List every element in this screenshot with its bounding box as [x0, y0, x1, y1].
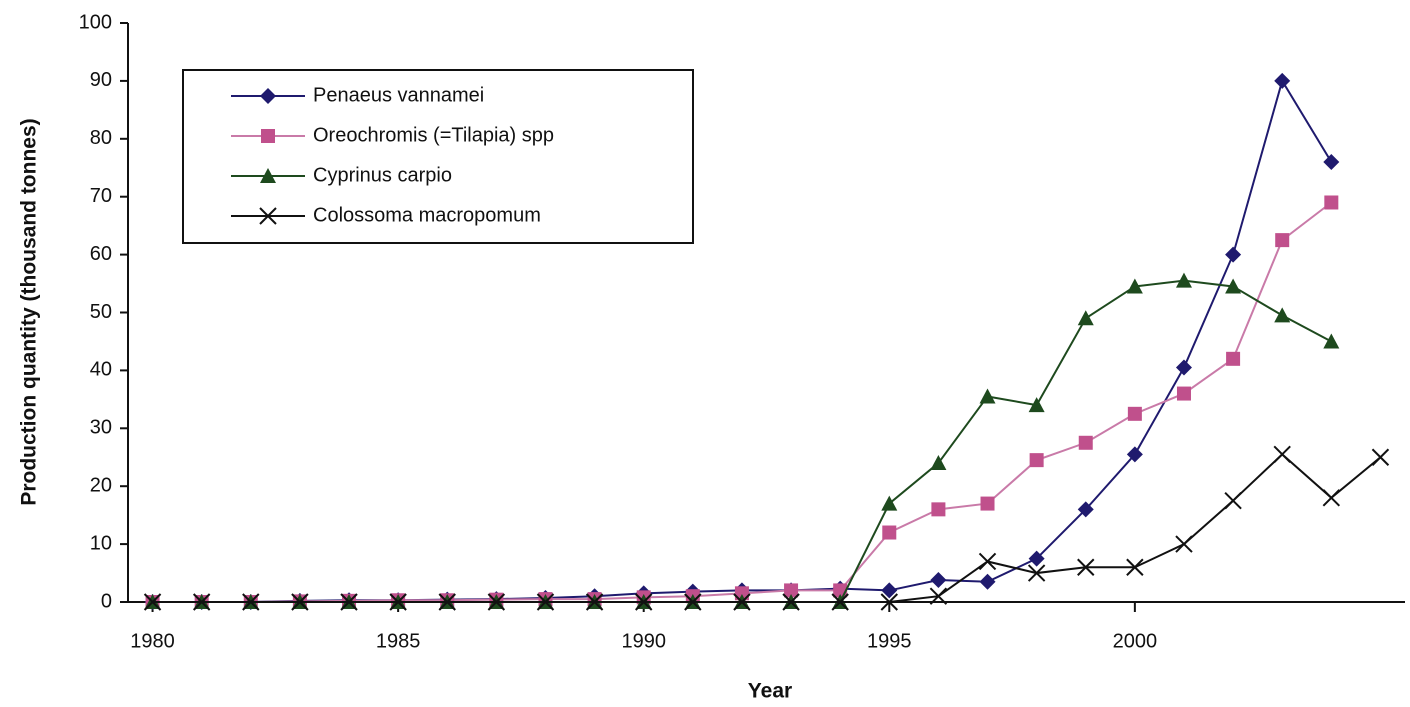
point: [536, 593, 555, 611]
x-tick-label: 1995: [867, 630, 912, 652]
point: [880, 593, 898, 611]
point: [1126, 558, 1144, 576]
series-line: [152, 201, 1332, 603]
point: [1274, 72, 1291, 89]
x-axis-title: Year: [748, 680, 792, 703]
point: [242, 593, 260, 611]
point: [1127, 406, 1142, 421]
point: [978, 552, 997, 571]
y-tick-label: 70: [90, 185, 112, 207]
point: [635, 593, 653, 611]
point: [979, 573, 996, 590]
point: [487, 593, 506, 611]
point: [1078, 435, 1093, 450]
point: [1273, 445, 1291, 464]
point: [1126, 278, 1143, 294]
point: [438, 593, 456, 611]
legend-label: Cyprinus carpio: [313, 164, 452, 186]
point: [389, 593, 407, 611]
point: [1029, 453, 1044, 468]
x-tick-label: 2000: [1113, 630, 1158, 652]
y-axis-title: Production quantity (thousand tonnes): [18, 118, 41, 505]
point: [1323, 333, 1340, 349]
point: [931, 502, 946, 517]
x-tick-label: 1990: [621, 630, 666, 652]
point: [1225, 246, 1242, 263]
legend-label: Oreochromis (=Tilapia) spp: [313, 124, 554, 146]
point: [979, 388, 996, 404]
y-tick-label: 60: [90, 243, 112, 265]
y-tick-label: 30: [90, 417, 112, 439]
point: [1077, 310, 1094, 326]
x-tick-label: 1985: [376, 630, 421, 652]
x-tick-label: 1980: [130, 630, 175, 652]
point: [1226, 351, 1241, 366]
y-tick-label: 90: [90, 69, 112, 91]
legend-marker: [259, 207, 277, 225]
point: [1126, 446, 1143, 463]
y-tick-label: 40: [90, 359, 112, 381]
point: [143, 593, 162, 611]
point: [734, 586, 749, 601]
point: [1175, 272, 1192, 288]
point: [882, 525, 897, 540]
point: [1274, 307, 1291, 323]
point: [1027, 564, 1046, 582]
point: [929, 587, 948, 605]
series-line: [152, 279, 1332, 603]
y-tick-label: 100: [79, 11, 112, 33]
point: [930, 455, 947, 471]
point: [1077, 558, 1095, 576]
point: [1175, 359, 1192, 376]
legend-marker: [261, 129, 275, 143]
legend-label: Colossoma macropomum: [313, 204, 541, 226]
y-tick-label: 80: [90, 127, 112, 149]
point: [881, 582, 898, 599]
point: [1371, 448, 1390, 466]
point: [1028, 397, 1045, 413]
legend-marker: [260, 88, 276, 104]
legend-label: Penaeus vannamei: [313, 84, 484, 106]
point: [1028, 550, 1045, 567]
point: [1175, 535, 1193, 553]
point: [1322, 489, 1341, 507]
point: [192, 593, 211, 611]
point: [1225, 278, 1242, 294]
series-line: [152, 453, 1382, 603]
point: [1324, 195, 1339, 210]
point: [831, 593, 849, 611]
y-tick-label: 50: [90, 301, 112, 323]
point: [930, 571, 947, 588]
y-tick-label: 0: [101, 590, 112, 612]
point: [291, 593, 309, 611]
point: [784, 583, 799, 598]
legend-marker: [260, 168, 276, 183]
point: [782, 593, 800, 611]
point: [980, 496, 995, 511]
point: [585, 593, 604, 611]
point: [340, 593, 358, 611]
point: [1275, 233, 1290, 248]
point: [733, 593, 751, 611]
point: [1323, 153, 1340, 170]
point: [1176, 386, 1191, 401]
point: [881, 495, 898, 511]
y-tick-label: 10: [90, 532, 112, 554]
point: [684, 593, 702, 611]
point: [1224, 491, 1242, 510]
y-tick-label: 20: [90, 474, 112, 496]
point: [1077, 501, 1094, 518]
